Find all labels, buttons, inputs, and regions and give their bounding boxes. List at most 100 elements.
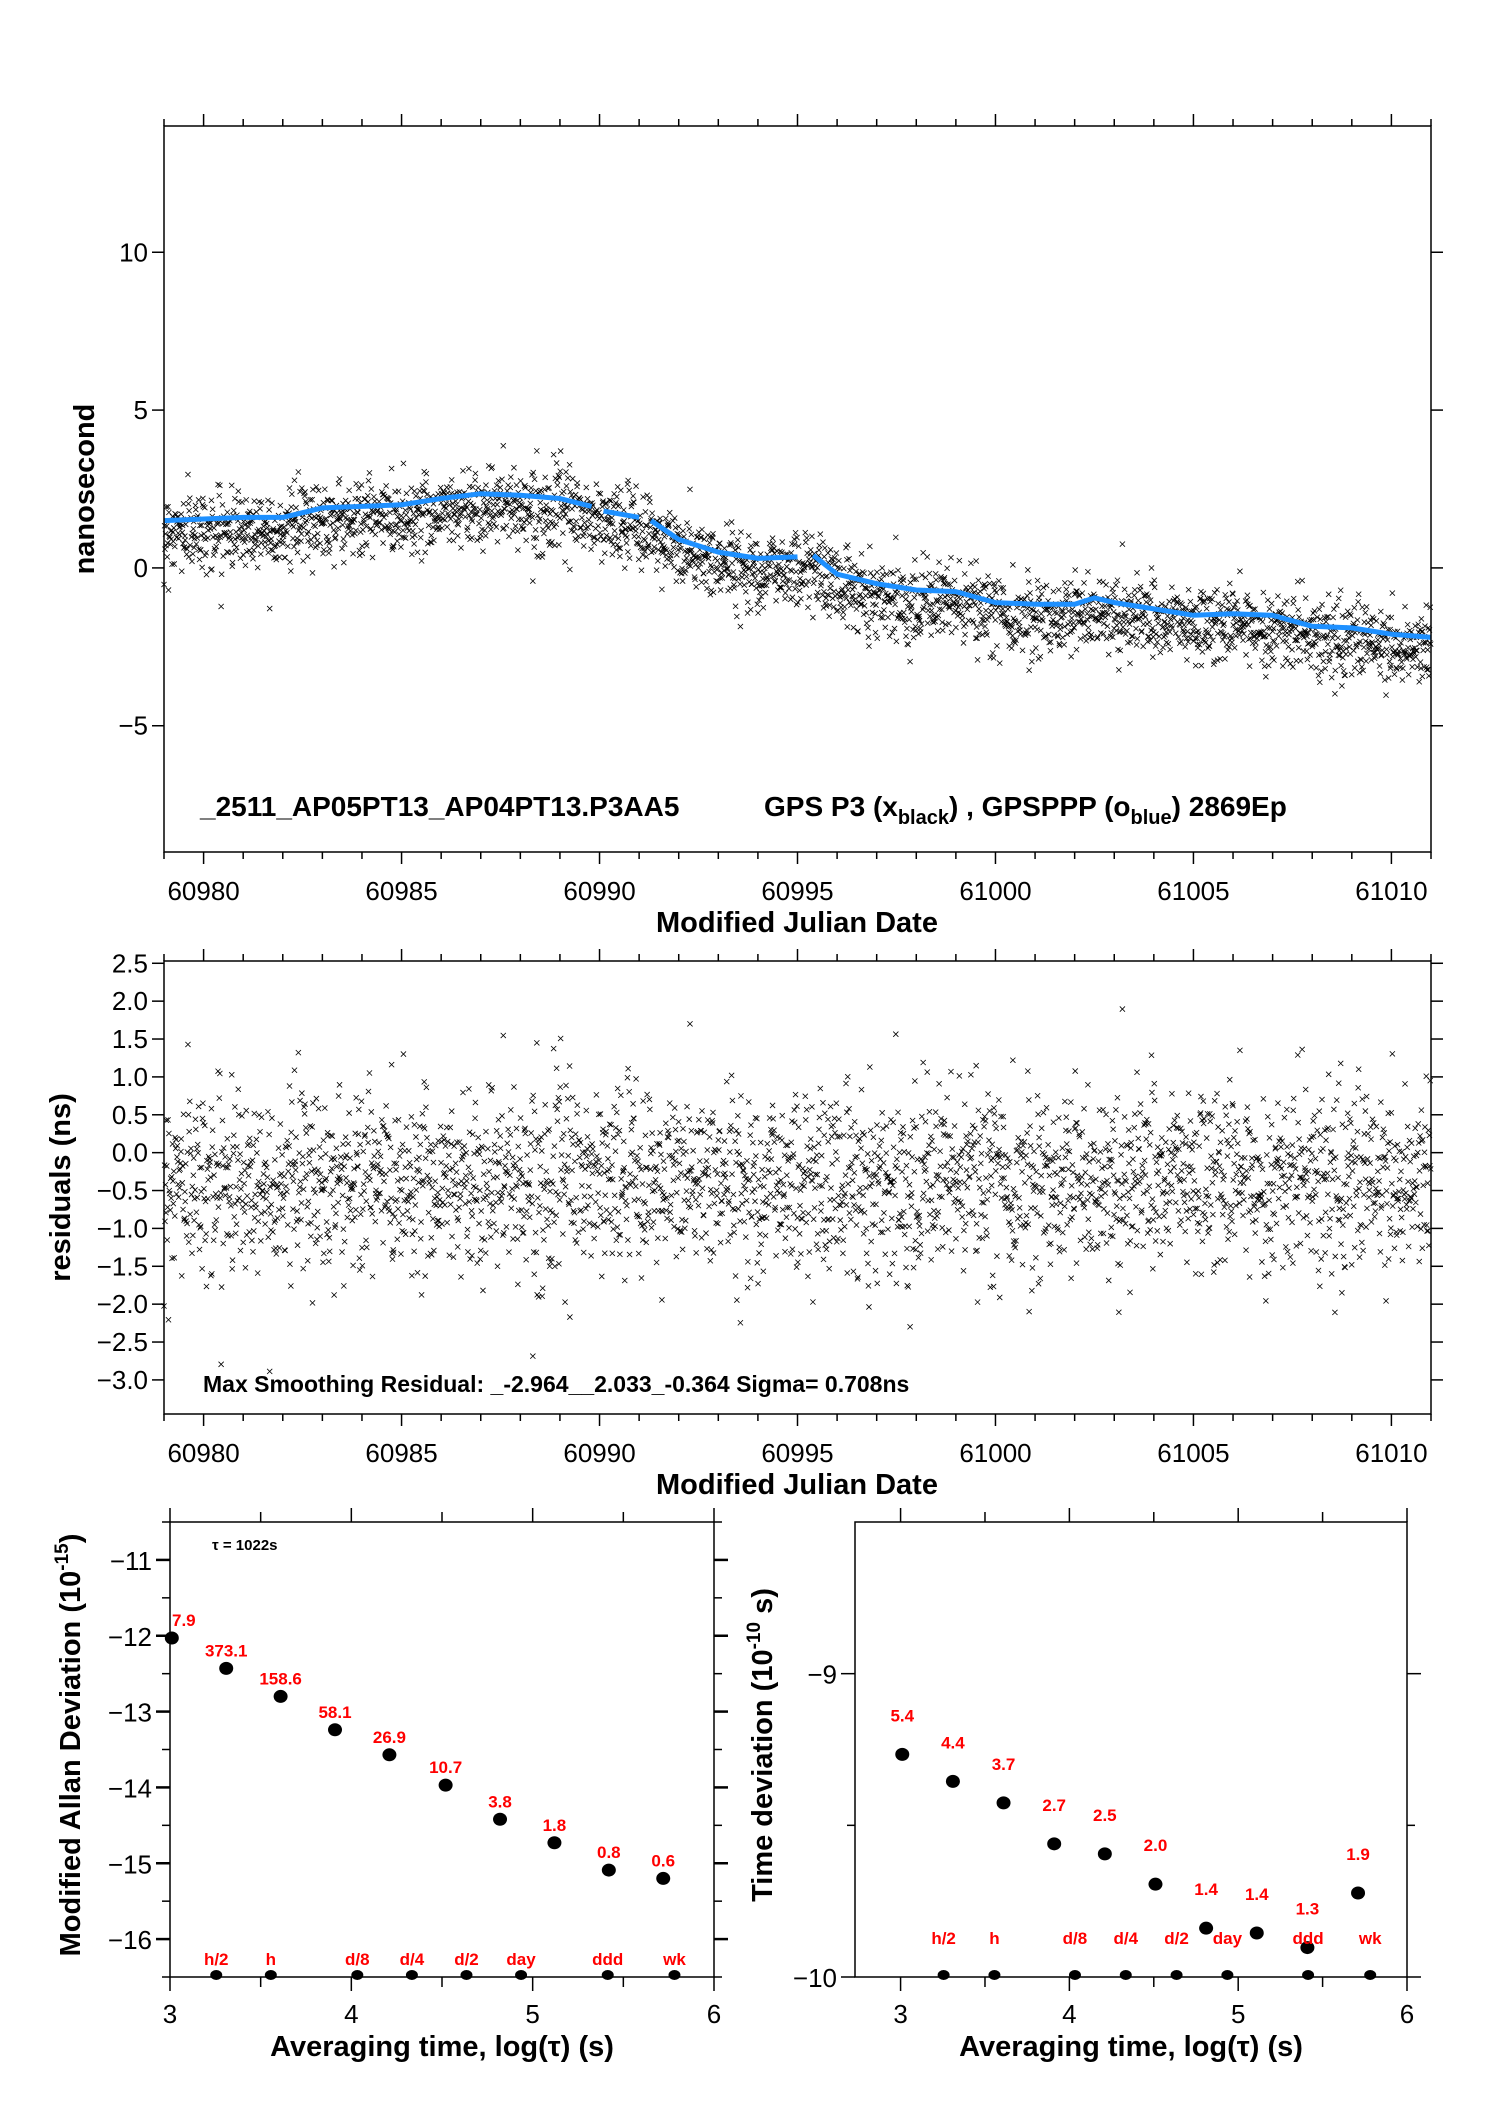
residual-point bbox=[699, 1107, 705, 1114]
residual-point bbox=[609, 1250, 616, 1257]
gps-p3-point bbox=[728, 519, 735, 525]
residual-point bbox=[1024, 1130, 1030, 1136]
gps-p3-point bbox=[579, 506, 586, 513]
gps-p3-point bbox=[1129, 633, 1136, 640]
residual-point bbox=[616, 1127, 623, 1134]
residual-point bbox=[1037, 1275, 1044, 1282]
residual-point bbox=[396, 1153, 403, 1159]
gps-p3-point bbox=[603, 499, 609, 506]
gps-p3-point bbox=[899, 615, 906, 622]
residual-point bbox=[646, 1182, 652, 1189]
gps-p3-point bbox=[867, 593, 874, 600]
gps-p3-point bbox=[979, 631, 986, 638]
residual-point bbox=[287, 1261, 293, 1267]
residual-point bbox=[994, 1253, 1000, 1260]
residual-point bbox=[466, 1129, 473, 1136]
gps-p3-point bbox=[928, 632, 935, 639]
residual-point bbox=[688, 1127, 695, 1134]
residual-point bbox=[624, 1074, 631, 1081]
residual-point bbox=[286, 1083, 293, 1089]
residual-point bbox=[750, 1171, 757, 1178]
residual-point bbox=[521, 1213, 527, 1220]
residual-point bbox=[843, 1201, 850, 1208]
gps-p3-point bbox=[1027, 590, 1033, 596]
residual-point bbox=[733, 1297, 740, 1303]
residual-point bbox=[191, 1217, 198, 1224]
residual-point bbox=[493, 1127, 500, 1134]
gps-p3-point bbox=[521, 519, 527, 526]
residual-point bbox=[228, 1071, 235, 1078]
gps-p3-point bbox=[495, 508, 501, 515]
residual-point bbox=[234, 1143, 240, 1150]
residual-point bbox=[840, 1237, 847, 1244]
gps-p3-point bbox=[856, 593, 863, 600]
gps-p3-point bbox=[1128, 633, 1135, 640]
residual-point bbox=[632, 1183, 639, 1190]
gps-p3-point bbox=[251, 498, 258, 504]
residual-point bbox=[462, 1172, 469, 1179]
residual-point bbox=[928, 1256, 935, 1263]
residual-point bbox=[976, 1184, 983, 1191]
gps-p3-point bbox=[1348, 671, 1355, 678]
gps-p3-point bbox=[199, 564, 206, 571]
gps-p3-point bbox=[1204, 618, 1211, 625]
gps-p3-point bbox=[409, 528, 416, 534]
gps-p3-point bbox=[975, 577, 982, 584]
residual-point bbox=[1043, 1104, 1050, 1111]
residual-point bbox=[827, 1103, 834, 1110]
gps-p3-point bbox=[1405, 671, 1412, 678]
residual-point bbox=[395, 1205, 401, 1212]
residual-point bbox=[541, 1237, 547, 1243]
residual-point bbox=[288, 1129, 295, 1136]
gps-p3-point bbox=[1268, 600, 1275, 607]
residual-point bbox=[551, 1143, 558, 1150]
gps-p3-point bbox=[1350, 647, 1357, 654]
gps-p3-point bbox=[1085, 629, 1092, 636]
residual-point bbox=[477, 1247, 484, 1254]
residual-point bbox=[698, 1234, 705, 1241]
gps-p3-point bbox=[1131, 586, 1138, 593]
residual-point bbox=[388, 1195, 395, 1202]
gps-p3-point bbox=[695, 565, 702, 571]
gps-p3-point bbox=[314, 530, 321, 537]
y-tick-label: 10 bbox=[119, 237, 148, 267]
gps-p3-point bbox=[1172, 630, 1179, 637]
residual-point bbox=[594, 1224, 601, 1230]
residual-point bbox=[911, 1078, 918, 1084]
residual-point bbox=[1054, 1171, 1060, 1178]
gps-p3-point bbox=[1201, 637, 1208, 644]
residual-point bbox=[252, 1191, 259, 1198]
gps-p3-point bbox=[179, 522, 186, 529]
residual-point bbox=[627, 1182, 634, 1188]
residual-point bbox=[675, 1118, 682, 1125]
gps-p3-point bbox=[269, 500, 275, 506]
residual-point bbox=[255, 1218, 262, 1225]
residual-point bbox=[718, 1180, 724, 1187]
gps-p3-point bbox=[337, 516, 344, 523]
residual-point bbox=[804, 1143, 811, 1150]
gps-p3-point bbox=[491, 520, 497, 527]
residual-point bbox=[839, 1182, 846, 1189]
gps-p3-point bbox=[1206, 643, 1213, 649]
residual-point bbox=[742, 1234, 749, 1240]
gps-p3-point bbox=[803, 535, 810, 541]
gps-p3-point bbox=[1034, 626, 1040, 633]
gps-p3-point bbox=[1062, 579, 1068, 586]
residual-point bbox=[396, 1220, 402, 1226]
residual-point bbox=[487, 1234, 494, 1241]
gps-p3-point bbox=[561, 514, 568, 520]
gps-p3-point bbox=[334, 517, 341, 524]
gps-p3-point bbox=[469, 484, 476, 490]
gps-p3-point bbox=[630, 493, 636, 499]
gps-p3-point bbox=[413, 515, 420, 521]
residual-point bbox=[752, 1153, 759, 1159]
gps-p3-point bbox=[509, 507, 516, 513]
gps-p3-point bbox=[1001, 610, 1007, 617]
residual-point bbox=[235, 1086, 242, 1093]
gps-p3-point bbox=[519, 502, 526, 509]
residual-point bbox=[864, 1151, 871, 1157]
residual-point bbox=[292, 1167, 299, 1173]
gps-p3-point bbox=[608, 538, 615, 545]
gps-p3-point bbox=[735, 544, 742, 551]
gps-p3-point bbox=[946, 605, 953, 611]
